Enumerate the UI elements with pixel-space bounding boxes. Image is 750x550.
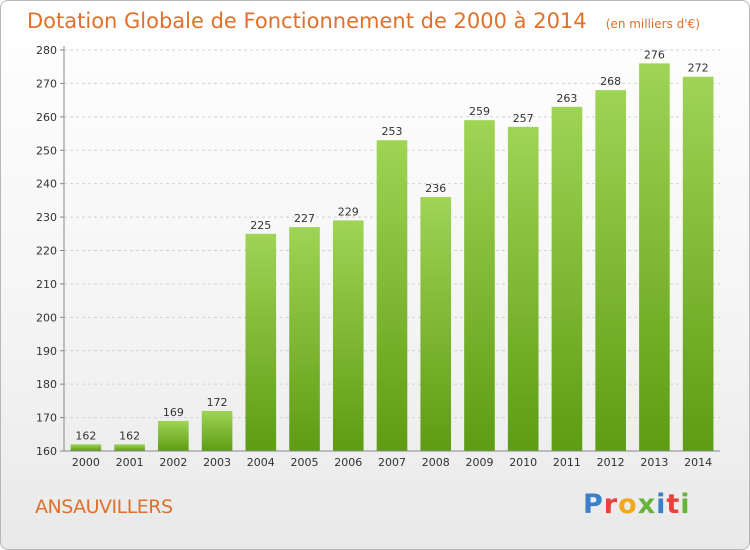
y-tick-label: 240 [36, 178, 57, 191]
y-tick-label: 160 [36, 445, 57, 458]
bar-2000 [70, 444, 102, 451]
value-label: 225 [250, 219, 271, 232]
y-tick-label: 190 [36, 345, 57, 358]
x-tick-label: 2014 [684, 456, 712, 469]
bar-2001 [114, 444, 145, 451]
x-tick-label: 2008 [422, 456, 450, 469]
y-tick-label: 250 [36, 144, 57, 157]
bar-2009 [464, 120, 495, 452]
x-tick-label: 2003 [203, 456, 231, 469]
bar-2011 [551, 106, 583, 451]
title-row: Dotation Globale de Fonctionnement de 20… [27, 9, 700, 33]
bar-2014 [682, 76, 714, 451]
logo-letter: o [618, 489, 638, 520]
x-tick-label: 2006 [334, 456, 362, 469]
value-label: 253 [382, 125, 403, 138]
x-tick-label: 2001 [116, 456, 144, 469]
bar-2013 [639, 63, 670, 451]
value-label: 257 [513, 112, 534, 125]
bars: 162 162 169 172 225 227 229 253 236 259 257 263 268 2… [70, 48, 714, 452]
logo-letter: x [637, 489, 657, 520]
value-label: 172 [207, 396, 228, 409]
value-label: 276 [644, 48, 665, 61]
x-tick-label: 2010 [509, 456, 537, 469]
bar-2007 [376, 140, 408, 451]
y-tick-label: 220 [36, 245, 57, 258]
y-tick-label: 200 [36, 311, 57, 324]
logo-letter: i [656, 489, 667, 520]
bar-2008 [420, 197, 452, 451]
value-label: 236 [425, 182, 446, 195]
bar-2012 [595, 90, 626, 451]
bar-2003 [201, 410, 233, 451]
x-tick-label: 2005 [291, 456, 319, 469]
logo-letter: r [603, 489, 619, 520]
chart-title: Dotation Globale de Fonctionnement de 20… [27, 9, 587, 33]
x-tick-label: 2012 [597, 456, 625, 469]
y-tick-label: 170 [36, 412, 57, 425]
value-label: 162 [119, 429, 140, 442]
y-tick-label: 210 [36, 278, 57, 291]
proxiti-logo[interactable]: Proxiti [583, 489, 691, 520]
y-tick-label: 230 [36, 211, 57, 224]
bar-2005 [289, 227, 320, 451]
x-tick-label: 2007 [378, 456, 406, 469]
axes: 160 170 180 190 200 210 220 230 240 250 260 270 280 2… [36, 44, 720, 469]
value-label: 227 [294, 212, 315, 225]
value-label: 272 [688, 62, 709, 75]
bar-2002 [158, 420, 189, 451]
x-tick-label: 2013 [640, 456, 668, 469]
x-tick-label: 2011 [553, 456, 581, 469]
logo-letter: P [583, 489, 604, 520]
value-label: 268 [600, 75, 621, 88]
bar-2004 [245, 233, 277, 451]
x-tick-label: 2000 [72, 456, 100, 469]
chart-subtitle: (en milliers d'€) [605, 17, 700, 31]
value-label: 263 [556, 92, 577, 105]
y-tick-label: 260 [36, 111, 57, 124]
value-label: 259 [469, 105, 490, 118]
value-label: 169 [163, 406, 184, 419]
x-tick-label: 2009 [465, 456, 493, 469]
value-label: 162 [75, 429, 96, 442]
value-label: 229 [338, 205, 359, 218]
y-tick-label: 280 [36, 44, 57, 57]
bar-2006 [332, 220, 364, 451]
x-tick-label: 2004 [247, 456, 275, 469]
location-label: ANSAUVILLERS [35, 496, 173, 518]
logo-letter: t [666, 489, 681, 520]
x-tick-label: 2002 [159, 456, 187, 469]
y-tick-label: 270 [36, 77, 57, 90]
bar-2010 [507, 126, 539, 451]
logo-letter: i [680, 489, 691, 520]
y-tick-label: 180 [36, 378, 57, 391]
